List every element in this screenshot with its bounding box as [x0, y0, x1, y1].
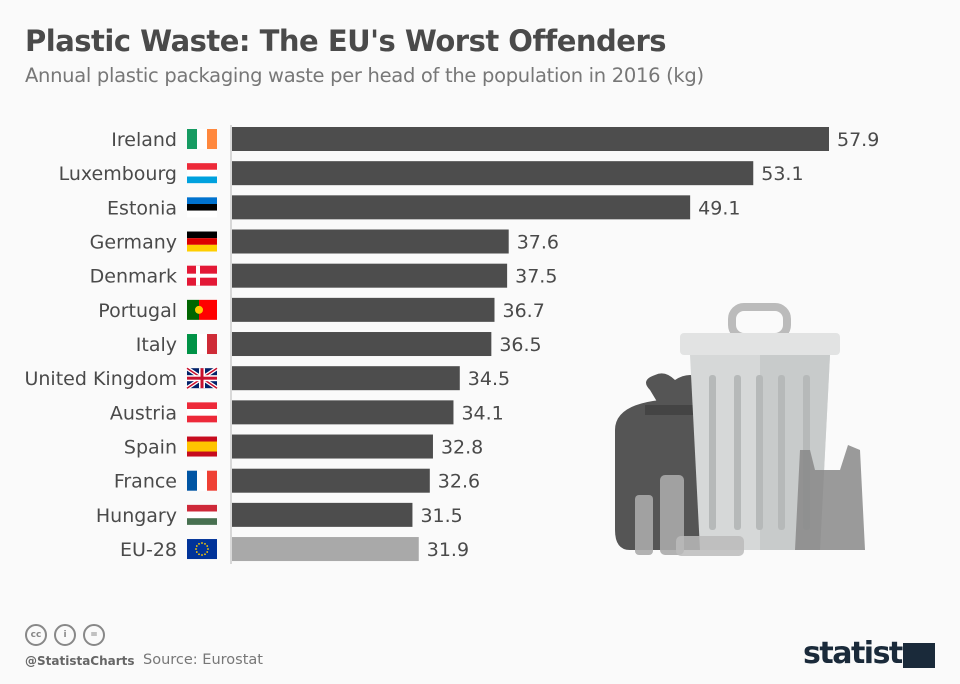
bar	[232, 127, 829, 151]
bar-row: EU-28 31.9	[120, 537, 469, 562]
flag-at-icon	[187, 402, 217, 423]
category-label: Portugal	[98, 300, 177, 322]
bar-row: Estonia 49.1	[107, 195, 740, 220]
bar-row: Portugal 36.7	[98, 297, 545, 322]
flag-ee-icon	[187, 197, 217, 218]
bar	[232, 537, 419, 562]
bar	[232, 332, 492, 357]
value-label: 53.1	[761, 163, 803, 185]
chart-title: Plastic Waste: The EU's Worst Offenders	[25, 24, 667, 58]
category-label: United Kingdom	[24, 368, 177, 390]
category-label: Spain	[124, 437, 177, 459]
trash-can-illustration	[615, 303, 865, 556]
bar-chart: Ireland 57.9 Luxembourg 53.1 Estonia 49.1 Germ…	[24, 125, 879, 564]
bar-row: Luxembourg 53.1	[59, 161, 804, 186]
value-label: 36.5	[499, 334, 541, 356]
category-label: Italy	[136, 334, 177, 356]
bar-row: France 32.6	[114, 468, 480, 493]
value-label: 32.6	[438, 471, 480, 493]
category-label: EU-28	[120, 539, 177, 561]
statista-logo-icon	[903, 643, 935, 668]
flag-gb-icon	[185, 366, 219, 390]
category-label: Denmark	[90, 266, 177, 288]
flag-pt-icon	[187, 299, 217, 320]
bar-row: Germany 37.6	[90, 229, 559, 254]
bar-row: Spain 32.8	[124, 434, 483, 459]
attribution-icon: i	[54, 624, 76, 646]
bar-row: Denmark 37.5	[90, 263, 557, 288]
bar-row: Italy 36.5	[136, 332, 542, 357]
value-label: 31.9	[427, 539, 469, 561]
flag-dk-icon	[187, 265, 217, 286]
value-label: 32.8	[441, 437, 483, 459]
value-label: 34.5	[468, 368, 510, 390]
category-label: Luxembourg	[59, 163, 177, 185]
value-label: 57.9	[837, 129, 879, 151]
bar	[232, 400, 454, 425]
bar	[232, 263, 508, 288]
category-label: Hungary	[96, 505, 177, 527]
bar-row: United Kingdom 34.5	[24, 366, 510, 391]
flag-eu-icon	[187, 539, 217, 560]
category-label: Ireland	[111, 129, 177, 151]
flag-ie-icon	[187, 129, 217, 149]
statista-logo[interactable]: statista	[803, 636, 922, 671]
category-label: Estonia	[107, 197, 177, 219]
bar	[232, 229, 509, 254]
chart-subtitle: Annual plastic packaging waste per head …	[25, 64, 704, 87]
flag-fr-icon	[187, 470, 217, 491]
category-label: Austria	[110, 402, 177, 424]
flag-de-icon	[187, 231, 217, 252]
bar	[232, 434, 433, 459]
value-label: 31.5	[420, 505, 462, 527]
license-icons: cc i =	[25, 624, 105, 646]
category-label: Germany	[90, 232, 177, 254]
bar	[232, 161, 754, 186]
flag-lu-icon	[187, 163, 217, 184]
value-label: 37.5	[515, 266, 557, 288]
value-label: 49.1	[698, 197, 740, 219]
value-label: 37.6	[517, 232, 559, 254]
bar-row: Austria 34.1	[110, 400, 504, 425]
bar	[232, 366, 460, 391]
flag-es-icon	[187, 436, 217, 457]
value-label: 36.7	[502, 300, 544, 322]
bar	[232, 502, 413, 527]
bar	[232, 297, 495, 322]
bar	[232, 468, 430, 493]
twitter-handle[interactable]: @StatistaCharts	[25, 654, 135, 668]
bar	[232, 195, 691, 220]
flag-it-icon	[187, 334, 217, 355]
bar-row: Hungary 31.5	[96, 502, 463, 527]
flag-hu-icon	[187, 504, 217, 525]
cc-icon: cc	[25, 624, 47, 646]
source-note: Source: Eurostat	[143, 652, 263, 668]
category-label: France	[114, 471, 177, 493]
no-derivatives-icon: =	[83, 624, 105, 646]
value-label: 34.1	[461, 402, 503, 424]
bar-row: Ireland 57.9	[111, 127, 879, 151]
